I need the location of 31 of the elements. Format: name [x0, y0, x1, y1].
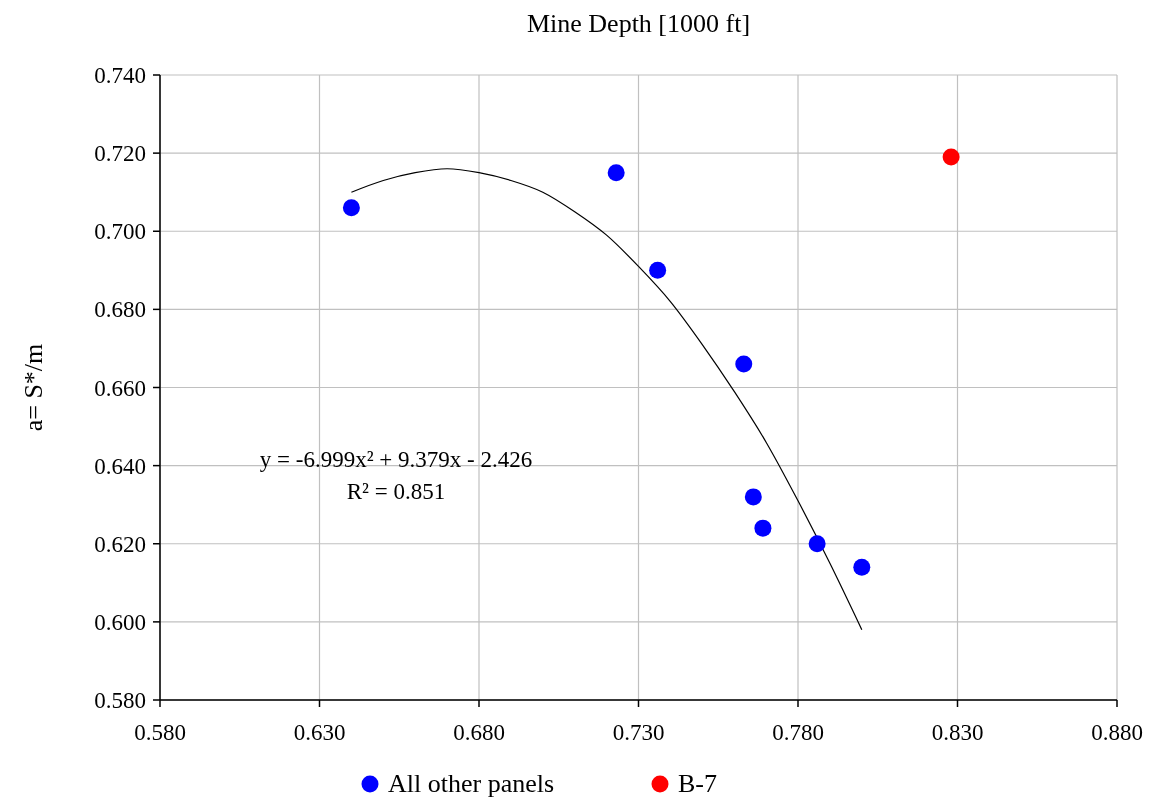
x-tick-label: 0.580 [134, 720, 186, 745]
point [649, 261, 667, 279]
y-tick-label: 0.620 [94, 531, 146, 557]
point [853, 558, 871, 576]
point [808, 535, 826, 553]
y-tick-label: 0.640 [94, 453, 146, 479]
x-tick-label: 0.780 [772, 720, 824, 745]
x-tick-label: 0.680 [453, 720, 505, 745]
x-axis-title: Mine Depth [1000 ft] [526, 9, 751, 38]
point [754, 519, 772, 537]
y-tick-label: 0.680 [94, 297, 146, 323]
annotation: y = -6.999x² + 9.379x - 2.426 [259, 447, 533, 472]
x-tick-label: 0.730 [612, 720, 665, 745]
y-tick-label: 0.700 [94, 219, 146, 245]
legend-label: All other panels [388, 769, 555, 798]
y-tick-label: 0.600 [94, 609, 146, 635]
x-tick-label: 0.630 [293, 720, 346, 745]
y-tick-label: 0.580 [94, 688, 146, 714]
point [744, 488, 762, 506]
y-tick-label: 0.720 [94, 141, 146, 167]
x-tick-label: 0.830 [931, 720, 984, 745]
annotation: R² = 0.851 [346, 479, 446, 504]
x-tick-label: 0.880 [1091, 720, 1143, 745]
point [342, 199, 360, 217]
y-tick-label: 0.660 [94, 375, 146, 401]
y-axis-title: a= S*/m [19, 343, 48, 432]
legend-label: B-7 [678, 769, 717, 798]
point [735, 355, 753, 373]
point [607, 164, 625, 182]
y-tick-label: 0.740 [94, 63, 146, 89]
point [942, 148, 960, 166]
